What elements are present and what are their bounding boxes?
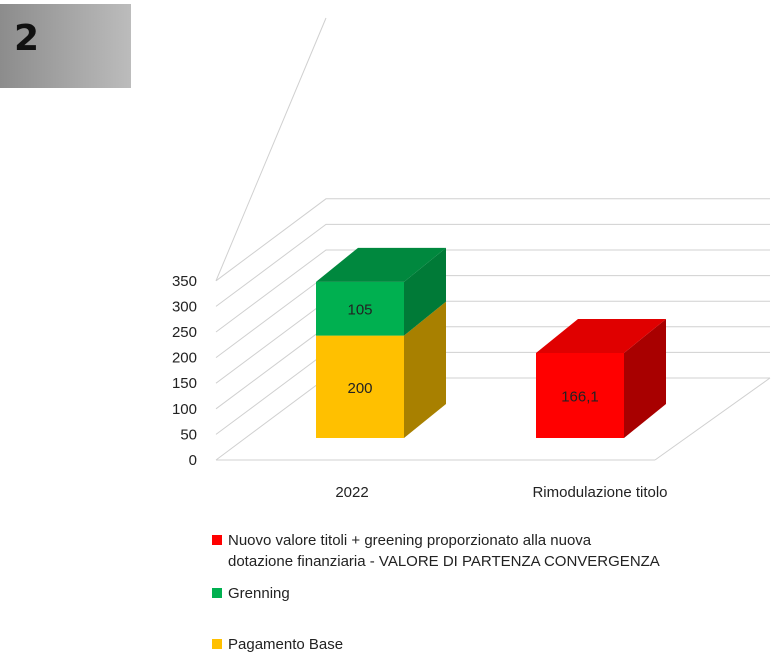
- y-tick-label: 300: [172, 298, 197, 315]
- legend-label-convergenza-line2: dotazione finanziaria - VALORE DI PARTEN…: [228, 553, 660, 570]
- x-category-label: Rimodulazione titolo: [532, 484, 667, 501]
- bar-front: [316, 335, 404, 438]
- y-tick-label: 100: [172, 401, 197, 418]
- gridline: [215, 300, 770, 384]
- legend-item-convergenza: Nuovo valore titoli + greening proporzio…: [212, 530, 660, 572]
- gridline: [215, 249, 770, 333]
- bar-side: [404, 247, 446, 336]
- bar-front: [316, 281, 404, 336]
- gridline-top-diag: [215, 17, 327, 281]
- gridline: [215, 351, 770, 435]
- y-tick-label: 250: [172, 324, 197, 341]
- legend-swatch-red: [212, 535, 222, 545]
- slide-number-badge: 2: [0, 4, 131, 88]
- gridline-floor-right: [654, 377, 771, 461]
- gridline: [215, 326, 770, 410]
- y-tick-label: 0: [189, 452, 197, 469]
- legend-swatch-green: [212, 588, 222, 598]
- legend-label-convergenza-line1: Nuovo valore titoli + greening proporzio…: [228, 532, 592, 549]
- gridline: [215, 223, 770, 307]
- gridline: [215, 275, 770, 359]
- bar-data-label: 200: [347, 380, 372, 397]
- bar-data-label: 166,1: [561, 388, 599, 405]
- bar-data-label: 105: [347, 302, 372, 319]
- y-tick-label: 350: [172, 273, 197, 290]
- legend-label-pagamento-base: Pagamento Base: [228, 636, 344, 653]
- bar-side: [404, 301, 446, 438]
- bar-top: [316, 247, 446, 282]
- legend-label-grenning: Grenning: [228, 585, 290, 602]
- y-tick-label: 200: [172, 350, 197, 367]
- legend-item-grenning: Grenning: [212, 583, 290, 604]
- gridline: [215, 198, 770, 282]
- legend-item-pagamento-base: Pagamento Base: [212, 634, 343, 655]
- bar-front: [536, 352, 624, 438]
- bar-side: [624, 318, 666, 438]
- y-tick-label: 150: [172, 375, 197, 392]
- slide-number: 2: [14, 18, 40, 59]
- gridline-back: [215, 377, 770, 461]
- y-tick-label: 50: [180, 426, 197, 443]
- x-category-label: 2022: [335, 484, 368, 501]
- bar-top: [536, 318, 666, 353]
- legend-swatch-yellow: [212, 639, 222, 649]
